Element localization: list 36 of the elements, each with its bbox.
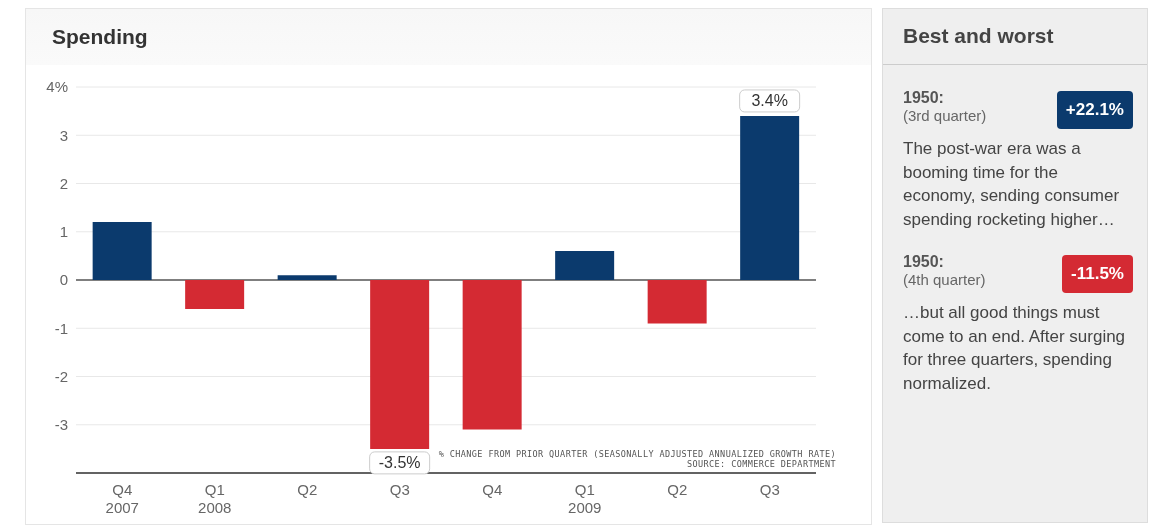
bar	[185, 280, 245, 309]
x-tick-label: Q4	[482, 481, 503, 498]
text: The post-war era was a booming time for the economy, sending consumer spending rocketing higher…	[903, 138, 1121, 231]
y-tick-label: -3	[54, 416, 68, 434]
data-label: -3.5%	[378, 454, 421, 472]
y-tick-label: 3	[59, 126, 68, 144]
text: -11.5%	[1062, 255, 1133, 293]
bar	[277, 275, 337, 280]
y-tick-label: -1	[54, 319, 68, 337]
text: Best and worst	[883, 9, 1147, 65]
x-tick-label: Q3	[759, 481, 780, 498]
annotation: SOURCE: COMMERCE DEPARTMENT	[686, 459, 836, 469]
text: …but all good things must come to an end. After surging for three quarters, spending normalized.	[903, 302, 1127, 395]
y-tick-label: 4%	[46, 78, 68, 96]
y-tick-label: 1	[59, 223, 68, 241]
bar	[462, 280, 522, 430]
x-tick-label: Q4 2007	[105, 481, 139, 516]
x-tick-label: Q2	[667, 481, 688, 498]
text: +22.1%	[1056, 91, 1133, 129]
bar	[647, 280, 707, 324]
text: (3rd quarter)	[903, 107, 987, 124]
text: (4th quarter)	[903, 271, 986, 288]
bar	[92, 222, 152, 280]
data-label: 3.4%	[751, 92, 788, 110]
y-tick-label: 0	[59, 271, 68, 289]
x-tick-label: Q1 2008	[198, 481, 232, 516]
x-tick-label: Q1 2009	[568, 481, 602, 516]
bar	[555, 251, 615, 280]
y-tick-label: -2	[54, 367, 68, 385]
y-tick-label: 2	[59, 174, 68, 192]
text: 1950:	[903, 89, 945, 107]
chart-title: Spending	[26, 9, 871, 65]
x-tick-label: Q3	[389, 481, 410, 498]
x-tick-label: Q2	[297, 481, 318, 498]
text: 1950:	[903, 253, 945, 271]
annotation: % CHANGE FROM PRIOR QUARTER (SEASONALLY ADJUSTED ANNUALIZED GROWTH RATE)	[438, 449, 836, 459]
